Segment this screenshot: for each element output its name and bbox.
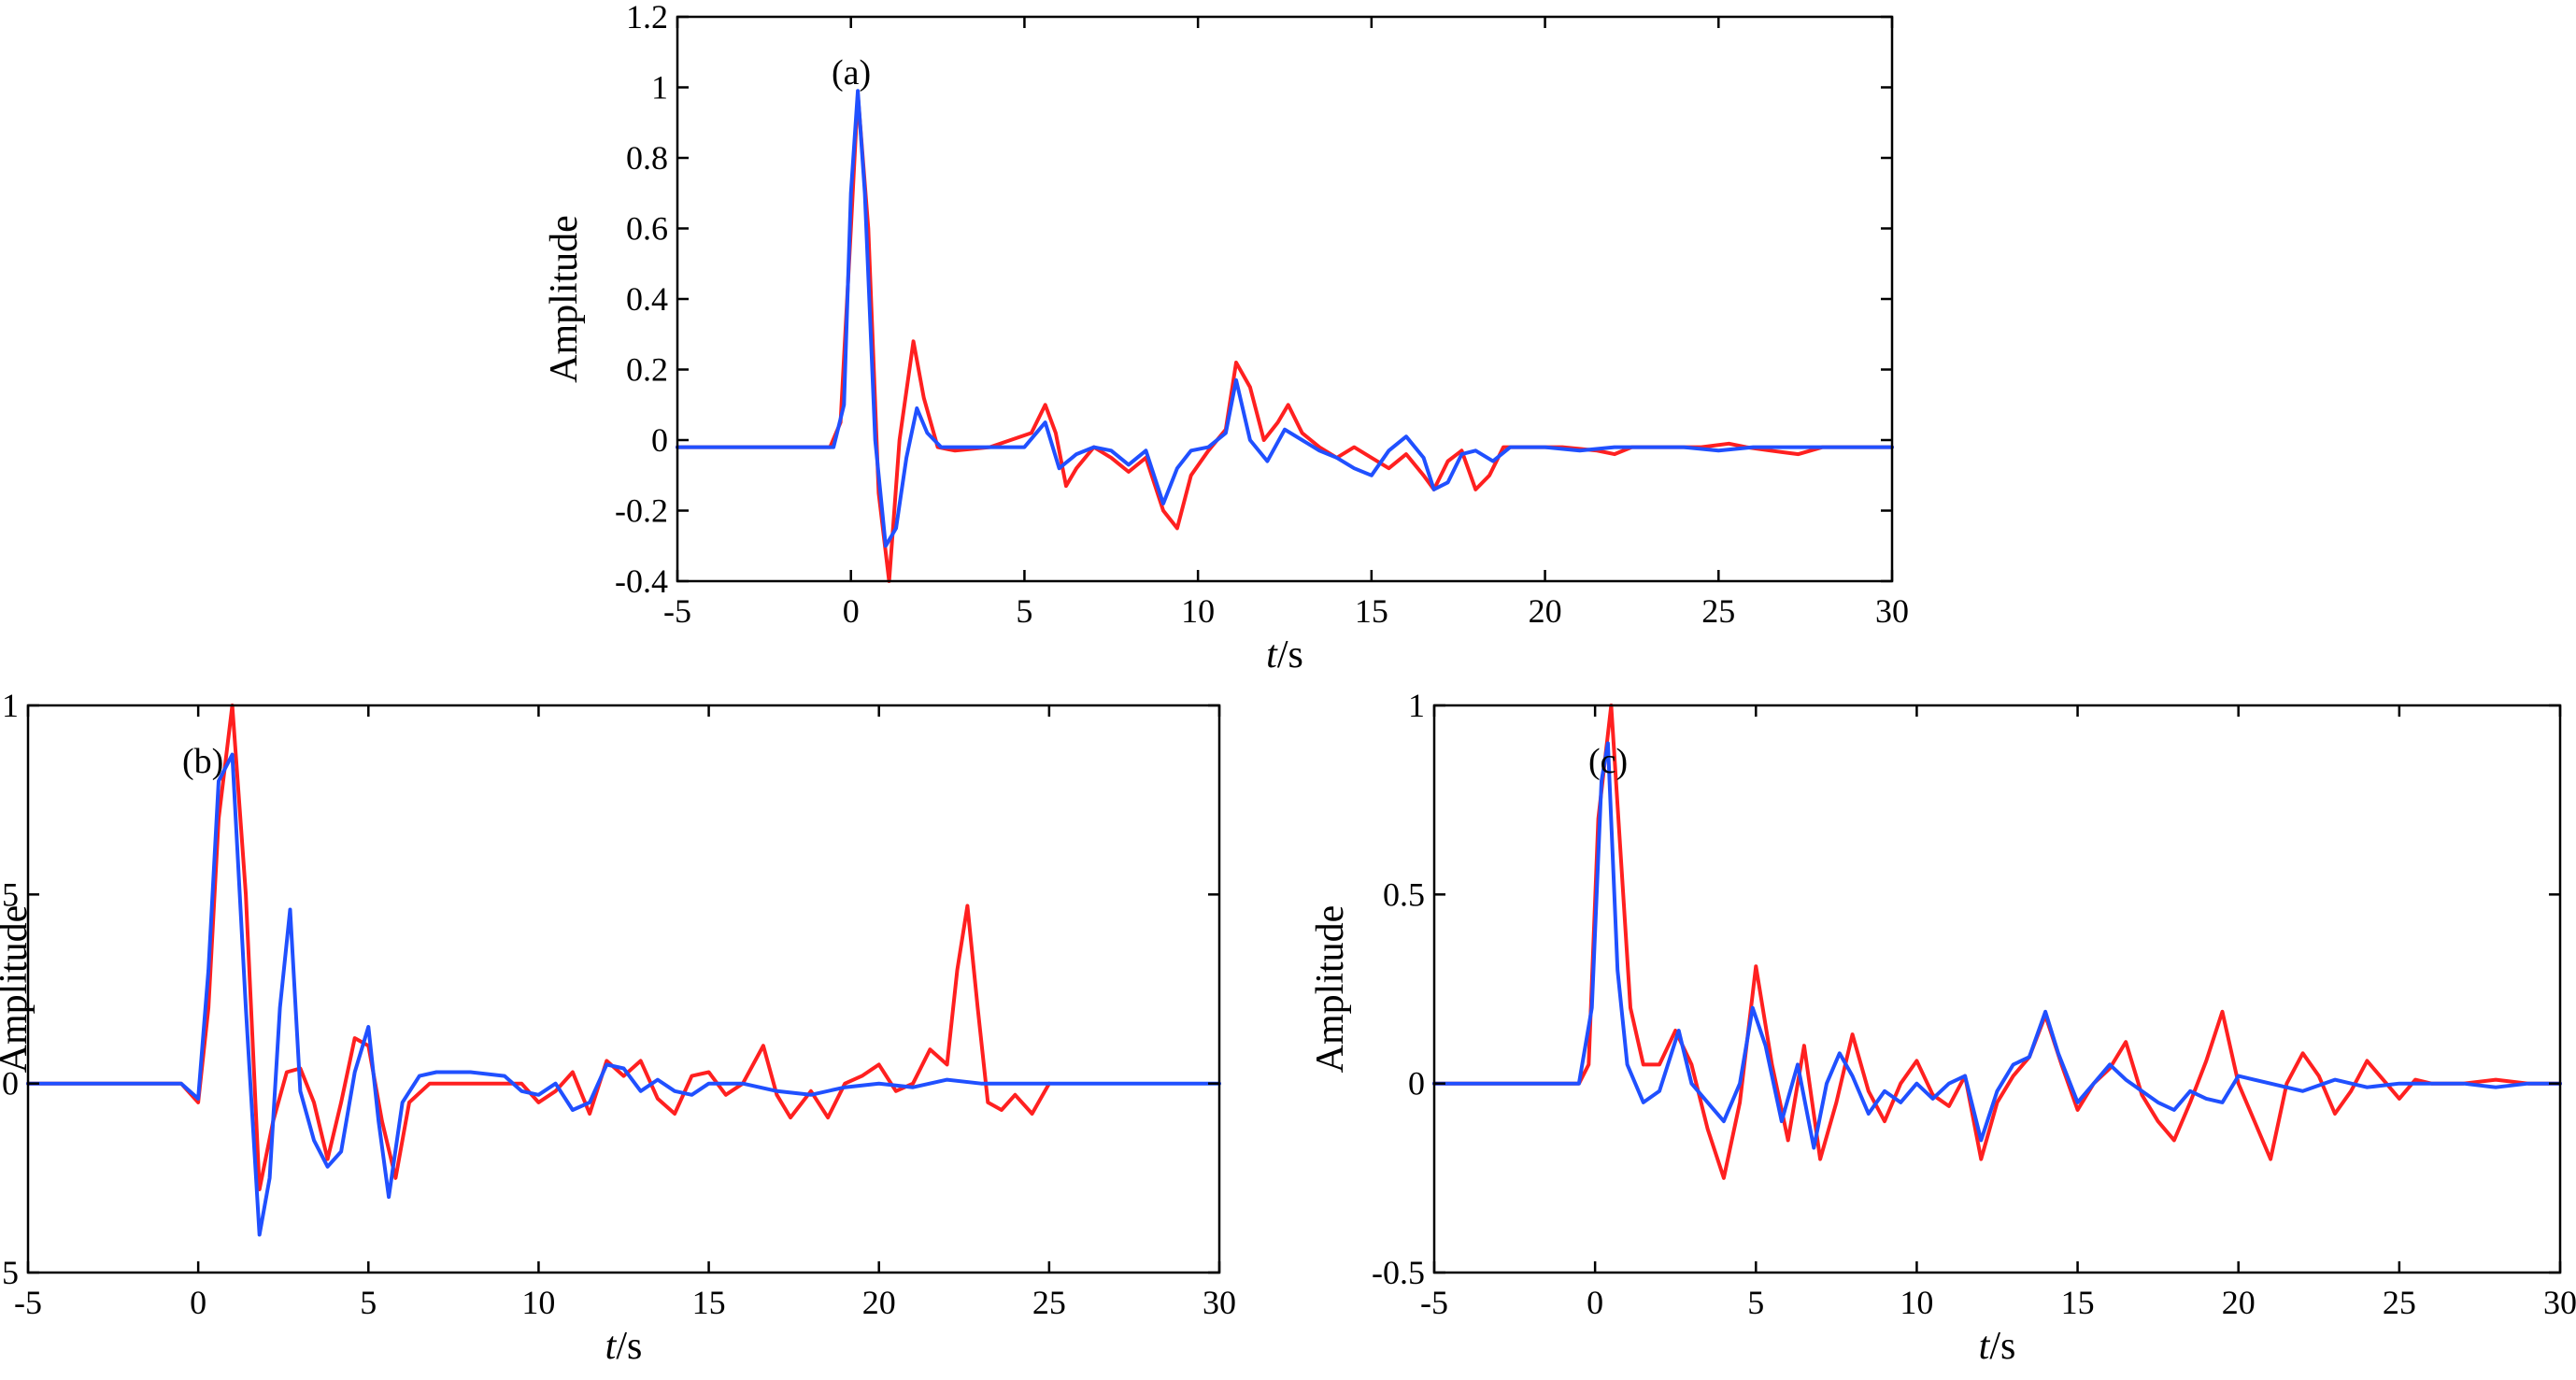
axes-frame	[26, 704, 1221, 1274]
series-blue-line	[1432, 741, 2562, 1150]
x-tick-label: 20	[862, 1284, 896, 1321]
x-axis-unit: /s	[1989, 1325, 2015, 1368]
x-tick-label: 20	[1529, 592, 1562, 630]
y-tick-label: 1	[651, 69, 668, 107]
x-axis-unit: /s	[1277, 633, 1303, 676]
x-tick-label: 0	[190, 1284, 206, 1321]
y-tick-label: -0.4	[615, 562, 668, 600]
y-tick-label: -0.5	[0, 1254, 19, 1291]
y-tick-label: 1.2	[626, 0, 668, 36]
y-tick-label: 0.8	[626, 139, 668, 177]
x-tick-label: -5	[1420, 1284, 1448, 1321]
x-tick-label: -5	[14, 1284, 42, 1321]
x-axis-unit: /s	[616, 1325, 642, 1368]
y-tick-label: 0.5	[1383, 875, 1425, 913]
series-blue-line	[26, 752, 1221, 1237]
y-tick-label: 0	[651, 421, 668, 459]
y-tick-label: 0	[1408, 1065, 1425, 1103]
x-axis-label: t/s	[1266, 633, 1303, 676]
series-red-line	[1432, 704, 2562, 1180]
series-blue-line	[676, 89, 1894, 548]
y-tick-label: 0.4	[626, 280, 668, 318]
x-axis-label: t/s	[1979, 1325, 2016, 1368]
x-axis-variable: t	[605, 1325, 618, 1368]
panel-2: -5 0 5 10 15 20 25 30 -0.5 0 0.5 1 t/s Amplitude (c)	[1309, 687, 2576, 1368]
x-tick-label: 10	[1181, 592, 1215, 630]
x-tick-label: 15	[1355, 592, 1388, 630]
x-tick-label: 25	[1701, 592, 1735, 630]
y-tick-label: 0.2	[626, 351, 668, 389]
x-axis-variable: t	[1266, 633, 1278, 676]
y-tick-label: 1	[1408, 687, 1425, 724]
x-tick-label: 15	[2061, 1284, 2095, 1321]
x-tick-label: 30	[2543, 1284, 2576, 1321]
panel-label: (c)	[1588, 742, 1628, 781]
panel-label: (a)	[832, 53, 871, 92]
x-tick-label: 0	[843, 592, 860, 630]
x-tick-label: 5	[360, 1284, 377, 1321]
x-tick-label: 10	[1900, 1284, 1933, 1321]
y-tick-label: 0.5	[0, 875, 19, 913]
x-axis-label: t/s	[605, 1325, 643, 1368]
x-tick-label: 5	[1747, 1284, 1764, 1321]
x-tick-label: 5	[1016, 592, 1032, 630]
x-tick-label: 20	[2222, 1284, 2256, 1321]
x-tick-label: 15	[692, 1284, 726, 1321]
x-tick-label: 30	[1875, 592, 1909, 630]
y-tick-label: -0.2	[615, 492, 668, 530]
panel-label: (b)	[182, 742, 223, 781]
series-red-line	[676, 92, 1894, 583]
x-tick-label: 0	[1587, 1284, 1603, 1321]
x-tick-label: 30	[1203, 1284, 1236, 1321]
x-tick-label: 10	[521, 1284, 555, 1321]
y-tick-label: 0.6	[626, 210, 668, 248]
series-red-line	[26, 704, 1051, 1191]
panel-0: -5 0 5 10 15 20 25 30 -0.4 -0.2 0 0.2 0.4 0.6 0.8 1 1.2 t…	[543, 0, 1909, 676]
y-axis-label: Amplitude	[0, 905, 36, 1074]
panel-1: -5 0 5 10 15 20 25 30 -0.5 0 0.5 1 t/s Amplitude (b)	[0, 687, 1236, 1368]
y-tick-label: 0	[2, 1065, 19, 1103]
x-axis-variable: t	[1979, 1325, 1991, 1368]
y-tick-label: 1	[2, 687, 19, 724]
x-tick-label: 25	[2383, 1284, 2416, 1321]
y-tick-label: -0.5	[1372, 1254, 1425, 1291]
y-axis-label: Amplitude	[1309, 905, 1352, 1074]
x-tick-label: 25	[1032, 1284, 1066, 1321]
axes-frame	[1432, 704, 2562, 1274]
x-tick-label: -5	[663, 592, 691, 630]
y-axis-label: Amplitude	[543, 215, 586, 383]
